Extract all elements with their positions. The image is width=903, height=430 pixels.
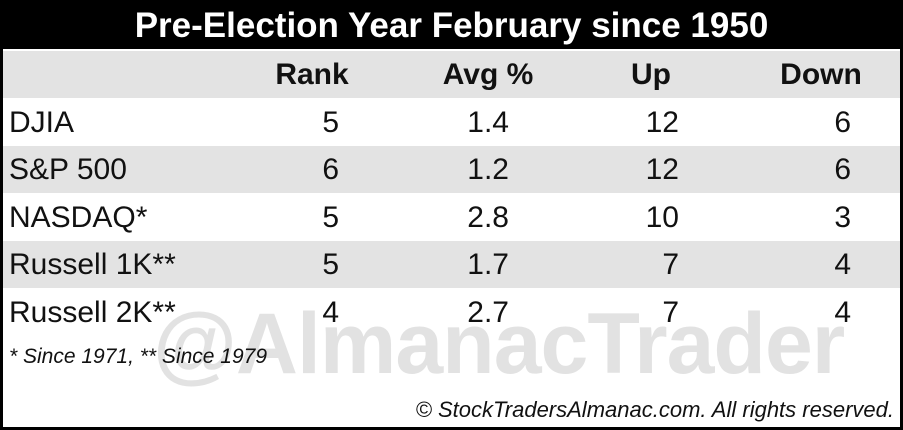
table-cell: 10 — [645, 200, 679, 234]
table-cell: 1.7 — [467, 248, 509, 281]
table-row: Russell 2K** 4 2.7 7 4 — [3, 288, 900, 336]
table-cell: 5 — [322, 105, 339, 139]
column-header: Up — [631, 58, 671, 91]
table-cell: 4 — [322, 295, 339, 329]
row-label: NASDAQ* — [9, 200, 148, 234]
table-cell: 6 — [834, 153, 851, 186]
table-cell: 4 — [834, 248, 851, 281]
table-cell: 5 — [322, 248, 339, 281]
row-label: DJIA — [9, 105, 75, 139]
table-cell: 3 — [834, 200, 851, 234]
row-label: Russell 1K** — [9, 248, 176, 281]
row-label: Russell 2K** — [9, 295, 176, 329]
table-cell: 6 — [834, 105, 851, 139]
table-cell: 6 — [322, 153, 339, 186]
table-cell: 1.4 — [467, 105, 509, 139]
title: Pre-Election Year February since 1950 — [3, 3, 900, 49]
table-cell: 7 — [662, 295, 679, 329]
table-cell: 2.8 — [467, 200, 509, 234]
table-row: DJIA 5 1.4 12 6 — [3, 98, 900, 146]
column-header: Avg % — [442, 58, 534, 91]
column-header: Rank — [275, 58, 349, 91]
footnote: * Since 1971, ** Since 1979 — [9, 345, 268, 368]
table-row: S&P 500 6 1.2 12 6 — [3, 146, 900, 193]
table-cell: 7 — [662, 248, 679, 281]
watermark: @AlmanacTrader — [153, 296, 845, 392]
table-cell: 12 — [645, 105, 679, 139]
table-cell: 4 — [834, 295, 851, 329]
table-row: Russell 1K** 5 1.7 7 4 — [3, 241, 900, 288]
row-label: S&P 500 — [9, 153, 127, 186]
table-row: NASDAQ* 5 2.8 10 3 — [3, 193, 900, 241]
header-row: Rank Avg % Up Down — [3, 51, 900, 98]
table-cell: 5 — [322, 200, 339, 234]
table-cell: 1.2 — [467, 153, 509, 186]
column-header: Down — [780, 58, 862, 91]
table-cell: 12 — [645, 153, 679, 186]
table-cell: 2.7 — [467, 295, 509, 329]
copyright: © StockTradersAlmanac.com. All rights re… — [415, 397, 894, 422]
